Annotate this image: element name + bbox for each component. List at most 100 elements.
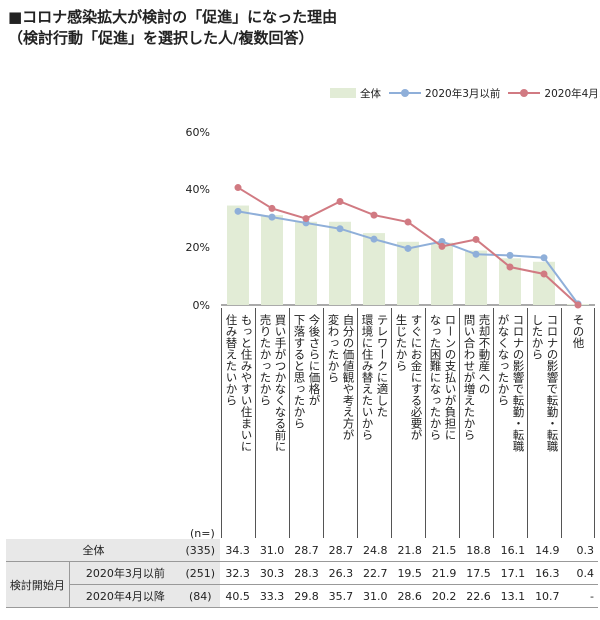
category-label-4: テレワークに適した 環境に住み替えたいから <box>360 314 390 441</box>
category-labels: もっと住みやすい住まいに 住み替えたいから 買い手がつかなくなる前に 売りたかった… <box>221 308 599 538</box>
bar-overall-2 <box>295 221 317 305</box>
ytick-60: 60% <box>185 126 210 139</box>
category-column-1: 買い手がつかなくなる前に 売りたかったから <box>255 308 289 538</box>
row-value: 14.9 <box>529 539 564 562</box>
row-value: 17.1 <box>494 561 530 585</box>
legend-label-overall: 全体 <box>360 87 381 100</box>
category-label-9: コロナの影響で転勤・転職 したから <box>530 314 560 452</box>
row-value: 19.5 <box>391 561 426 585</box>
row-value: - <box>563 584 598 608</box>
legend-item-overall: 全体 <box>330 86 381 101</box>
point-after-1 <box>268 204 276 212</box>
bar-overall-6 <box>431 242 453 305</box>
row-value: 34.3 <box>219 539 254 562</box>
ytick-40: 40% <box>185 183 210 196</box>
row-n: (335) <box>181 539 220 562</box>
row-value: 28.3 <box>288 561 323 585</box>
legend-item-after: 2020年4月以降 <box>508 86 600 101</box>
row-value: 32.3 <box>219 561 254 585</box>
point-before-0 <box>234 207 242 215</box>
row-value: 21.9 <box>425 561 461 585</box>
point-after-2 <box>302 215 310 223</box>
bar-overall-7 <box>465 250 487 305</box>
category-column-10: その他 <box>561 308 595 538</box>
row-n: (84) <box>181 584 220 608</box>
point-after-7 <box>472 235 480 243</box>
row-value: 30.3 <box>253 561 289 585</box>
category-column-5: すぐにお金にする必要が 生じたから <box>391 308 425 538</box>
point-before-5 <box>404 244 412 252</box>
bar-overall-8 <box>499 258 521 305</box>
row-value: 0.4 <box>563 561 598 585</box>
legend-swatch-before <box>389 88 421 98</box>
row-value: 16.1 <box>494 539 530 562</box>
row-value: 28.7 <box>322 539 358 562</box>
chart-subtitle: （検討行動「促進」を選択した人/複数回答） <box>8 29 314 47</box>
table-row: 検討開始月 2020年3月以前 (251) 32.3 30.3 28.3 26.3 22.7 1… <box>6 561 598 608</box>
row-value: 21.8 <box>391 539 426 562</box>
category-column-9: コロナの影響で転勤・転職 したから <box>527 308 561 538</box>
row-label: 全体 <box>6 539 182 562</box>
point-after-0 <box>234 184 242 192</box>
legend-swatch-bar <box>330 88 356 98</box>
table-row: 全体 (335) 34.3 31.0 28.7 28.7 24.8 21.8 21.5 18.8 1… <box>6 539 598 562</box>
legend-swatch-after <box>508 88 541 98</box>
bar-overall-5 <box>397 241 419 305</box>
chart-title: ■コロナ感染拡大が検討の「促進」になった理由 <box>8 8 338 26</box>
category-column-4: テレワークに適した 環境に住み替えたいから <box>357 308 391 538</box>
category-label-2: 今後さらに価格が 下落すると思ったから <box>292 314 322 429</box>
category-label-1: 買い手がつかなくなる前に 売りたかったから <box>258 314 288 452</box>
category-label-8: コロナの影響で転勤・転職 がなくなったから <box>496 314 526 452</box>
table-row: 2020年4月以降 (84) 40.5 33.3 29.8 35.7 31.0 28.6 20.… <box>6 584 598 608</box>
point-before-4 <box>370 235 378 243</box>
ytick-20: 20% <box>185 241 210 254</box>
data-table: 全体 (335) 34.3 31.0 28.7 28.7 24.8 21.8 21.5 18.8 1… <box>6 539 598 608</box>
row-label: 2020年4月以降 <box>69 584 182 608</box>
row-value: 28.6 <box>391 584 426 608</box>
row-value: 17.5 <box>460 561 495 585</box>
category-column-3: 自分の価値観や考え方が 変わったから <box>323 308 357 538</box>
point-before-1 <box>268 213 276 221</box>
row-value: 35.7 <box>322 584 358 608</box>
row-value: 40.5 <box>219 584 254 608</box>
legend-item-before: 2020年3月以前 <box>389 86 500 101</box>
row-n: (251) <box>181 561 220 585</box>
row-value: 33.3 <box>253 584 289 608</box>
row-value: 0.3 <box>563 539 598 562</box>
bar-overall-3 <box>329 221 351 305</box>
row-value: 16.3 <box>529 561 564 585</box>
n-label: (n=) <box>190 527 215 540</box>
row-value: 31.0 <box>357 584 392 608</box>
row-value: 13.1 <box>494 584 530 608</box>
point-after-9 <box>540 270 548 278</box>
row-value: 31.0 <box>253 539 289 562</box>
category-column-6: ローンの支払いが負担に なった困難になったから <box>425 308 459 538</box>
category-label-6: ローンの支払いが負担に なった困難になったから <box>428 314 458 441</box>
row-value: 29.8 <box>288 584 323 608</box>
row-value: 24.8 <box>357 539 392 562</box>
category-label-0: もっと住みやすい住まいに 住み替えたいから <box>224 314 254 452</box>
row-value: 18.8 <box>460 539 495 562</box>
row-value: 10.7 <box>529 584 564 608</box>
legend-label-after: 2020年4月以降 <box>544 87 600 100</box>
row-value: 22.7 <box>357 561 392 585</box>
point-after-6 <box>438 242 446 250</box>
row-label: 2020年3月以前 <box>69 561 182 585</box>
bar-overall-4 <box>363 233 385 305</box>
row-value: 20.2 <box>425 584 461 608</box>
point-before-7 <box>472 250 480 258</box>
bar-overall-1 <box>261 215 283 305</box>
ytick-0: 0% <box>192 299 210 312</box>
legend: 全体 2020年3月以前 2020年4月以降 <box>330 86 600 100</box>
category-column-7: 売却不動産への 問い合わせが増えたから <box>459 308 493 538</box>
category-column-8: コロナの影響で転勤・転職 がなくなったから <box>493 308 527 538</box>
category-column-0: もっと住みやすい住まいに 住み替えたいから <box>221 308 255 538</box>
point-before-3 <box>336 225 344 233</box>
point-before-8 <box>506 251 514 259</box>
point-before-6 <box>438 237 446 245</box>
category-label-5: すぐにお金にする必要が 生じたから <box>394 314 424 441</box>
bar-overall-0 <box>227 205 249 305</box>
point-after-4 <box>370 211 378 219</box>
